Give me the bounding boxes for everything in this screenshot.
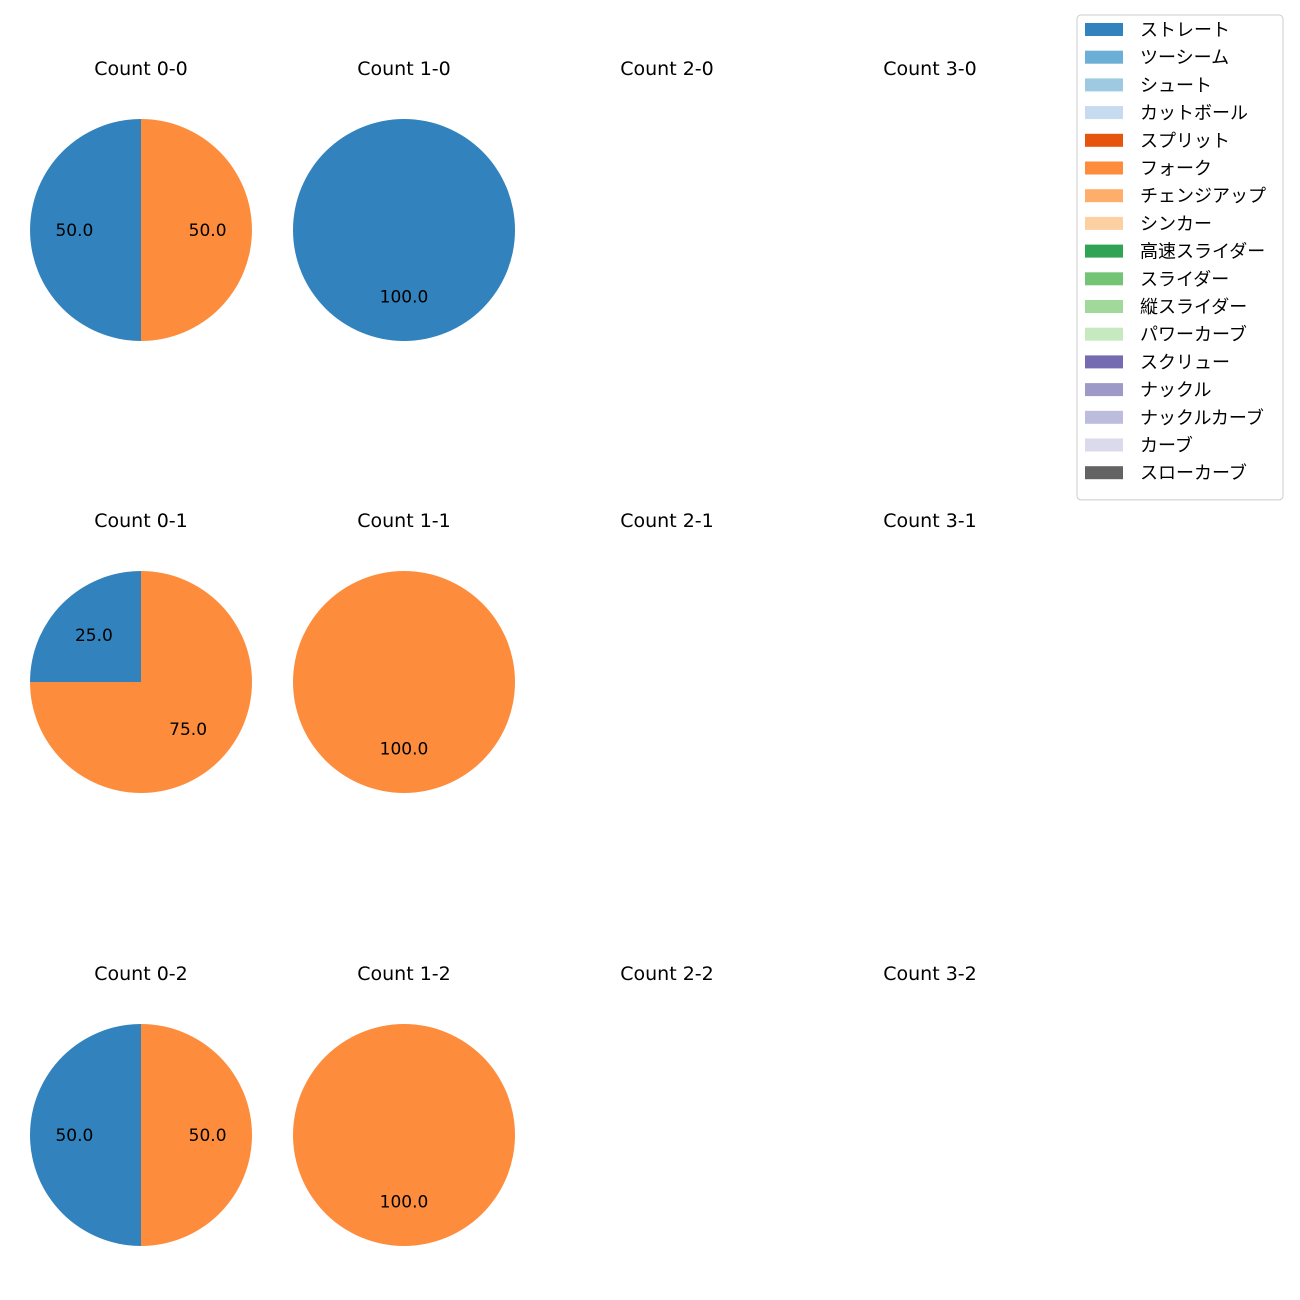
- panel-title: Count 1-1: [357, 510, 451, 532]
- panel-title: Count 0-1: [94, 510, 188, 532]
- legend: ストレートツーシームシュートカットボールスプリットフォークチェンジアップシンカー…: [1076, 14, 1284, 501]
- legend-label: シンカー: [1140, 214, 1212, 235]
- panel-title: Count 2-2: [620, 963, 714, 985]
- legend-label: ストレート: [1140, 20, 1230, 41]
- panel-title: Count 2-0: [620, 58, 714, 80]
- legend-swatch: [1085, 383, 1123, 397]
- legend-swatch: [1085, 161, 1123, 175]
- pie-panel: Count 0-1 25.0 75.0: [30, 510, 252, 793]
- slice-label: 50.0: [189, 221, 227, 241]
- pie-slice: [30, 571, 252, 793]
- legend-box: [1076, 14, 1284, 501]
- pie-panel: Count 3-2: [883, 963, 977, 985]
- legend-swatch: [1085, 133, 1123, 147]
- pie-slice: [141, 119, 252, 341]
- legend-swatch: [1085, 272, 1123, 286]
- legend-swatch: [1085, 300, 1123, 313]
- legend-label: フォーク: [1140, 159, 1212, 180]
- panel-title: Count 3-2: [883, 963, 977, 985]
- slice-label: 50.0: [189, 1126, 227, 1146]
- pie-panel: Count 1-2 100.0: [293, 963, 515, 1246]
- pie-panel: Count 3-0: [883, 58, 977, 80]
- legend-label: 高速スライダー: [1140, 242, 1265, 263]
- legend-label: パワーカーブ: [1140, 324, 1247, 346]
- legend-label: シュート: [1140, 75, 1212, 96]
- pie-slice: [293, 119, 515, 341]
- legend-swatch: [1085, 466, 1123, 480]
- pie-slice: [30, 571, 141, 682]
- pie-panel: Count 3-1: [883, 510, 977, 532]
- slice-label: 100.0: [380, 1193, 429, 1213]
- pie-panel: Count 2-2: [620, 963, 714, 985]
- legend-label: スプリット: [1140, 131, 1230, 152]
- panel-title: Count 3-1: [883, 510, 977, 532]
- legend-label: スクリュー: [1140, 352, 1230, 373]
- legend-swatch: [1085, 244, 1123, 258]
- legend-label: スローカーブ: [1140, 462, 1247, 484]
- pie-panel: Count 0-0 50.0 50.0: [30, 58, 252, 341]
- panel-title: Count 1-0: [357, 58, 451, 80]
- legend-swatch: [1085, 216, 1123, 230]
- slice-label: 50.0: [55, 221, 93, 241]
- legend-swatch: [1085, 327, 1123, 341]
- legend-swatch: [1085, 410, 1123, 424]
- panel-title: Count 2-1: [620, 510, 714, 532]
- pie-slice: [293, 1024, 515, 1246]
- slice-label: 25.0: [75, 626, 113, 646]
- pie-panel: Count 2-0: [620, 58, 714, 80]
- legend-swatch: [1085, 50, 1123, 64]
- pie-panel: Count 0-2 50.0 50.0: [30, 963, 252, 1246]
- legend-swatch: [1085, 78, 1123, 92]
- slice-label: 75.0: [169, 720, 207, 740]
- panel-title: Count 0-2: [94, 963, 188, 985]
- legend-swatch: [1085, 438, 1123, 452]
- pie-slice: [141, 1024, 252, 1246]
- legend-label: ツーシーム: [1140, 48, 1229, 69]
- legend-swatch: [1085, 23, 1123, 36]
- legend-label: カーブ: [1140, 435, 1193, 457]
- legend-swatch: [1085, 106, 1123, 120]
- pie-slice: [293, 571, 515, 793]
- pie-panel: Count 1-0 100.0: [293, 58, 515, 341]
- pie-slice: [30, 119, 141, 341]
- legend-label: 縦スライダー: [1140, 297, 1247, 318]
- pie-panel: Count 1-1 100.0: [293, 510, 515, 793]
- pie-panel: Count 2-1: [620, 510, 714, 532]
- panel-title: Count 1-2: [357, 963, 451, 985]
- slice-label: 50.0: [55, 1126, 93, 1146]
- legend-swatch: [1085, 355, 1123, 369]
- legend-label: ナックル: [1140, 380, 1211, 401]
- legend-label: カットボール: [1140, 103, 1248, 124]
- panel-title: Count 0-0: [94, 58, 188, 80]
- legend-swatch: [1085, 189, 1123, 203]
- legend-label: ナックルカーブ: [1140, 407, 1264, 429]
- legend-label: スライダー: [1140, 269, 1229, 290]
- panel-title: Count 3-0: [883, 58, 977, 80]
- legend-label: チェンジアップ: [1140, 186, 1266, 207]
- slice-label: 100.0: [380, 288, 429, 308]
- pie-slice: [30, 1024, 141, 1246]
- slice-label: 100.0: [380, 740, 429, 760]
